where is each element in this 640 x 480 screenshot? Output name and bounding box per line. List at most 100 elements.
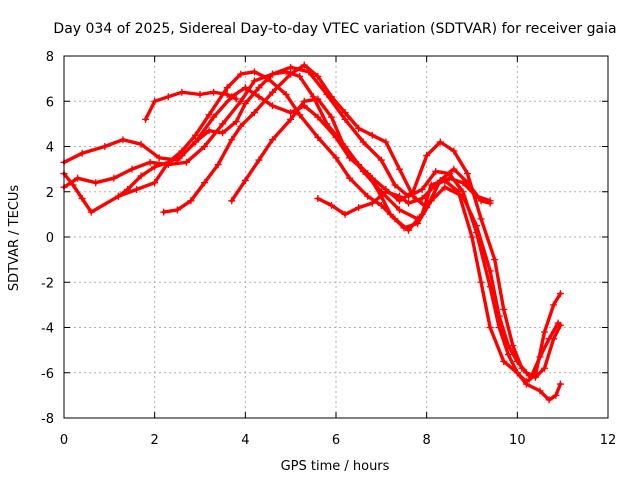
data-point (556, 380, 564, 388)
y-tick-label: 4 (46, 141, 54, 156)
data-point (296, 72, 304, 80)
data-point (205, 111, 213, 119)
data-point (201, 179, 209, 187)
x-tick-label: 6 (332, 433, 340, 448)
data-point (418, 185, 426, 193)
data-point (432, 181, 440, 189)
data-point (133, 185, 141, 193)
data-point (142, 115, 150, 123)
data-point (377, 156, 385, 164)
data-point (346, 174, 354, 182)
data-point (545, 335, 553, 343)
data-point (255, 156, 263, 164)
data-point (327, 93, 335, 101)
x-tick-label: 0 (60, 433, 68, 448)
data-point (228, 197, 236, 205)
data-point (164, 158, 172, 166)
data-point (477, 215, 485, 223)
data-point (395, 165, 403, 173)
data-point (536, 353, 544, 361)
data-point (359, 138, 367, 146)
data-point (527, 373, 535, 381)
data-point (182, 158, 190, 166)
data-point (191, 138, 199, 146)
data-point (250, 68, 258, 76)
data-point (196, 90, 204, 98)
data-point (405, 226, 413, 234)
axis-ticks (63, 55, 609, 419)
y-axis-label: SDTVAR / TECUs (7, 185, 22, 292)
data-point (296, 111, 304, 119)
x-tick-label: 12 (600, 433, 617, 448)
grid-lines (64, 56, 608, 418)
data-point (237, 97, 245, 105)
data-point (205, 127, 213, 135)
data-point (164, 93, 172, 101)
data-point (287, 115, 295, 123)
data-point (486, 197, 494, 205)
data-point (495, 324, 503, 331)
data-point (454, 188, 462, 196)
data-point (414, 215, 422, 223)
data-point (128, 165, 136, 173)
data-point (323, 120, 331, 128)
data-point (232, 118, 240, 126)
data-point (513, 369, 521, 377)
data-point (146, 158, 154, 166)
data-point (173, 206, 181, 214)
data-point (250, 77, 258, 85)
data-point (552, 391, 560, 399)
data-point (269, 102, 277, 110)
data-point (237, 70, 245, 78)
data-point (327, 201, 335, 209)
y-tick-label: -4 (41, 322, 54, 337)
data-point (459, 179, 467, 187)
data-point (332, 154, 340, 162)
data-point (232, 95, 240, 103)
data-point (269, 70, 277, 78)
data-point (219, 129, 227, 137)
data-point (477, 278, 485, 286)
data-point (87, 208, 95, 216)
data-point (473, 228, 481, 236)
data-point (541, 364, 549, 372)
data-point (78, 149, 86, 157)
data-point (518, 364, 526, 372)
data-point (382, 138, 390, 146)
data-series (60, 61, 564, 404)
data-point (269, 136, 277, 144)
data-point (223, 90, 231, 98)
data-point (500, 305, 508, 313)
data-point (187, 197, 195, 205)
x-tick-label: 4 (241, 433, 249, 448)
data-point (432, 167, 440, 175)
data-point (178, 88, 186, 96)
data-point (214, 161, 222, 169)
data-point (137, 140, 145, 148)
x-axis-label: GPS time / hours (281, 459, 390, 474)
data-point (486, 324, 494, 331)
y-tick-label: 0 (46, 231, 54, 246)
data-point (368, 199, 376, 207)
data-point (500, 357, 508, 365)
data-point (341, 109, 349, 117)
data-point (228, 136, 236, 144)
data-point (554, 319, 562, 327)
data-point (341, 115, 349, 123)
data-point (504, 351, 512, 359)
data-point (92, 179, 100, 187)
x-tick-label: 8 (423, 433, 431, 448)
data-point (486, 283, 494, 291)
data-point (509, 342, 517, 350)
data-point (314, 133, 322, 141)
y-tick-label: 8 (46, 50, 54, 65)
data-point (418, 195, 426, 203)
data-point (418, 210, 426, 218)
data-point (160, 208, 168, 216)
data-point (341, 210, 349, 218)
data-point (255, 84, 263, 92)
y-tick-label: 2 (46, 186, 54, 201)
data-point (74, 174, 82, 182)
data-point (191, 131, 199, 139)
data-point (219, 120, 227, 128)
